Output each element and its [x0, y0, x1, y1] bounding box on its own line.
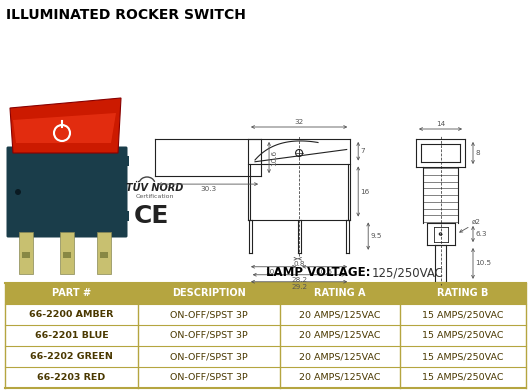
- Text: 15 AMPS/250VAC: 15 AMPS/250VAC: [422, 310, 504, 319]
- Text: 0.8: 0.8: [293, 261, 305, 267]
- Text: 20 AMPS/125VAC: 20 AMPS/125VAC: [299, 331, 381, 340]
- Text: 66-2202 GREEN: 66-2202 GREEN: [30, 352, 113, 361]
- Text: 20 AMPS/125VAC: 20 AMPS/125VAC: [299, 310, 381, 319]
- Text: 15 AMPS/250VAC: 15 AMPS/250VAC: [422, 373, 504, 382]
- Text: 15 AMPS/250VAC: 15 AMPS/250VAC: [422, 331, 504, 340]
- Text: LAMP VOLTAGE:: LAMP VOLTAGE:: [266, 267, 370, 280]
- Text: 14: 14: [436, 121, 445, 127]
- Text: 6.3: 6.3: [475, 231, 486, 237]
- Text: 10.5: 10.5: [266, 269, 281, 275]
- Text: 66-2200 AMBER: 66-2200 AMBER: [29, 310, 114, 319]
- FancyBboxPatch shape: [6, 147, 127, 237]
- Text: 8: 8: [475, 150, 479, 156]
- Bar: [63, 252, 71, 258]
- FancyBboxPatch shape: [60, 232, 74, 274]
- Text: DESCRIPTION: DESCRIPTION: [172, 289, 246, 298]
- Text: 9.5: 9.5: [370, 233, 382, 239]
- Bar: [5, 304, 526, 325]
- Text: ON-OFF/SPST 3P: ON-OFF/SPST 3P: [170, 331, 248, 340]
- Polygon shape: [10, 98, 121, 153]
- Text: 7: 7: [360, 148, 365, 154]
- Text: TÜV NORD: TÜV NORD: [126, 183, 184, 193]
- Circle shape: [15, 189, 21, 195]
- Text: RATING B: RATING B: [438, 289, 489, 298]
- Text: 32: 32: [295, 119, 304, 125]
- Text: CE: CE: [133, 204, 169, 228]
- Bar: [5, 325, 526, 346]
- Text: ILLUMINATED ROCKER SWITCH: ILLUMINATED ROCKER SWITCH: [6, 8, 246, 22]
- Bar: [100, 252, 108, 258]
- Polygon shape: [13, 113, 116, 143]
- Bar: [5, 346, 526, 367]
- Text: 66-2203 RED: 66-2203 RED: [37, 373, 106, 382]
- Text: 10.5: 10.5: [475, 260, 491, 266]
- Text: 15 AMPS/250VAC: 15 AMPS/250VAC: [422, 352, 504, 361]
- Text: 20 AMPS/125VAC: 20 AMPS/125VAC: [299, 352, 381, 361]
- Text: 30.3: 30.3: [200, 186, 216, 192]
- Bar: [5, 367, 526, 388]
- FancyBboxPatch shape: [19, 232, 33, 274]
- Text: 66-2201 BLUE: 66-2201 BLUE: [35, 331, 108, 340]
- Text: 28.2: 28.2: [291, 277, 307, 283]
- FancyBboxPatch shape: [124, 211, 129, 221]
- Text: PART #: PART #: [52, 289, 91, 298]
- Text: ON-OFF/SPST 3P: ON-OFF/SPST 3P: [170, 310, 248, 319]
- Bar: [22, 252, 30, 258]
- Text: ø2: ø2: [472, 219, 481, 225]
- Text: 125/250VAC: 125/250VAC: [372, 267, 444, 280]
- FancyBboxPatch shape: [97, 232, 111, 274]
- FancyBboxPatch shape: [124, 156, 129, 166]
- Text: 29.2: 29.2: [291, 284, 307, 290]
- Text: ON-OFF/SPST 3P: ON-OFF/SPST 3P: [170, 373, 248, 382]
- Bar: [5, 283, 526, 304]
- Text: ON-OFF/SPST 3P: ON-OFF/SPST 3P: [170, 352, 248, 361]
- Text: 10.5: 10.5: [316, 269, 333, 275]
- Text: RATING A: RATING A: [314, 289, 366, 298]
- Text: 10.6: 10.6: [271, 149, 277, 166]
- Text: Certification: Certification: [136, 194, 174, 199]
- Text: 20 AMPS/125VAC: 20 AMPS/125VAC: [299, 373, 381, 382]
- Text: 16: 16: [360, 188, 370, 194]
